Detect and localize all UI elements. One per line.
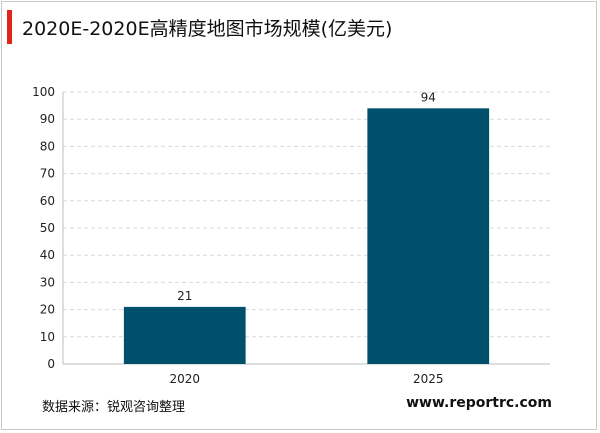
website-label: www.reportrc.com — [406, 395, 552, 411]
y-tick-label: 100 — [32, 85, 55, 99]
bar — [367, 108, 490, 364]
title-accent-bar — [7, 10, 12, 44]
data-label: 94 — [421, 90, 436, 104]
y-tick-label: 30 — [40, 275, 55, 289]
y-tick-label: 90 — [40, 112, 55, 126]
bar — [123, 306, 246, 364]
y-tick-label: 80 — [40, 139, 55, 153]
y-tick-label: 50 — [40, 221, 55, 235]
y-tick-label: 60 — [40, 194, 55, 208]
y-tick-label: 20 — [40, 303, 55, 317]
chart-title: 2020E-2020E高精度地图市场规模(亿美元) — [22, 18, 393, 40]
x-tick-label: 2025 — [413, 372, 444, 386]
y-tick-label: 40 — [40, 248, 55, 262]
y-tick-label: 0 — [47, 357, 55, 371]
data-source: 数据来源：锐观咨询整理 — [42, 400, 186, 415]
y-tick-label: 70 — [40, 167, 55, 181]
y-tick-label: 10 — [40, 330, 55, 344]
data-label: 21 — [177, 289, 192, 303]
x-tick-label: 2020 — [169, 372, 200, 386]
